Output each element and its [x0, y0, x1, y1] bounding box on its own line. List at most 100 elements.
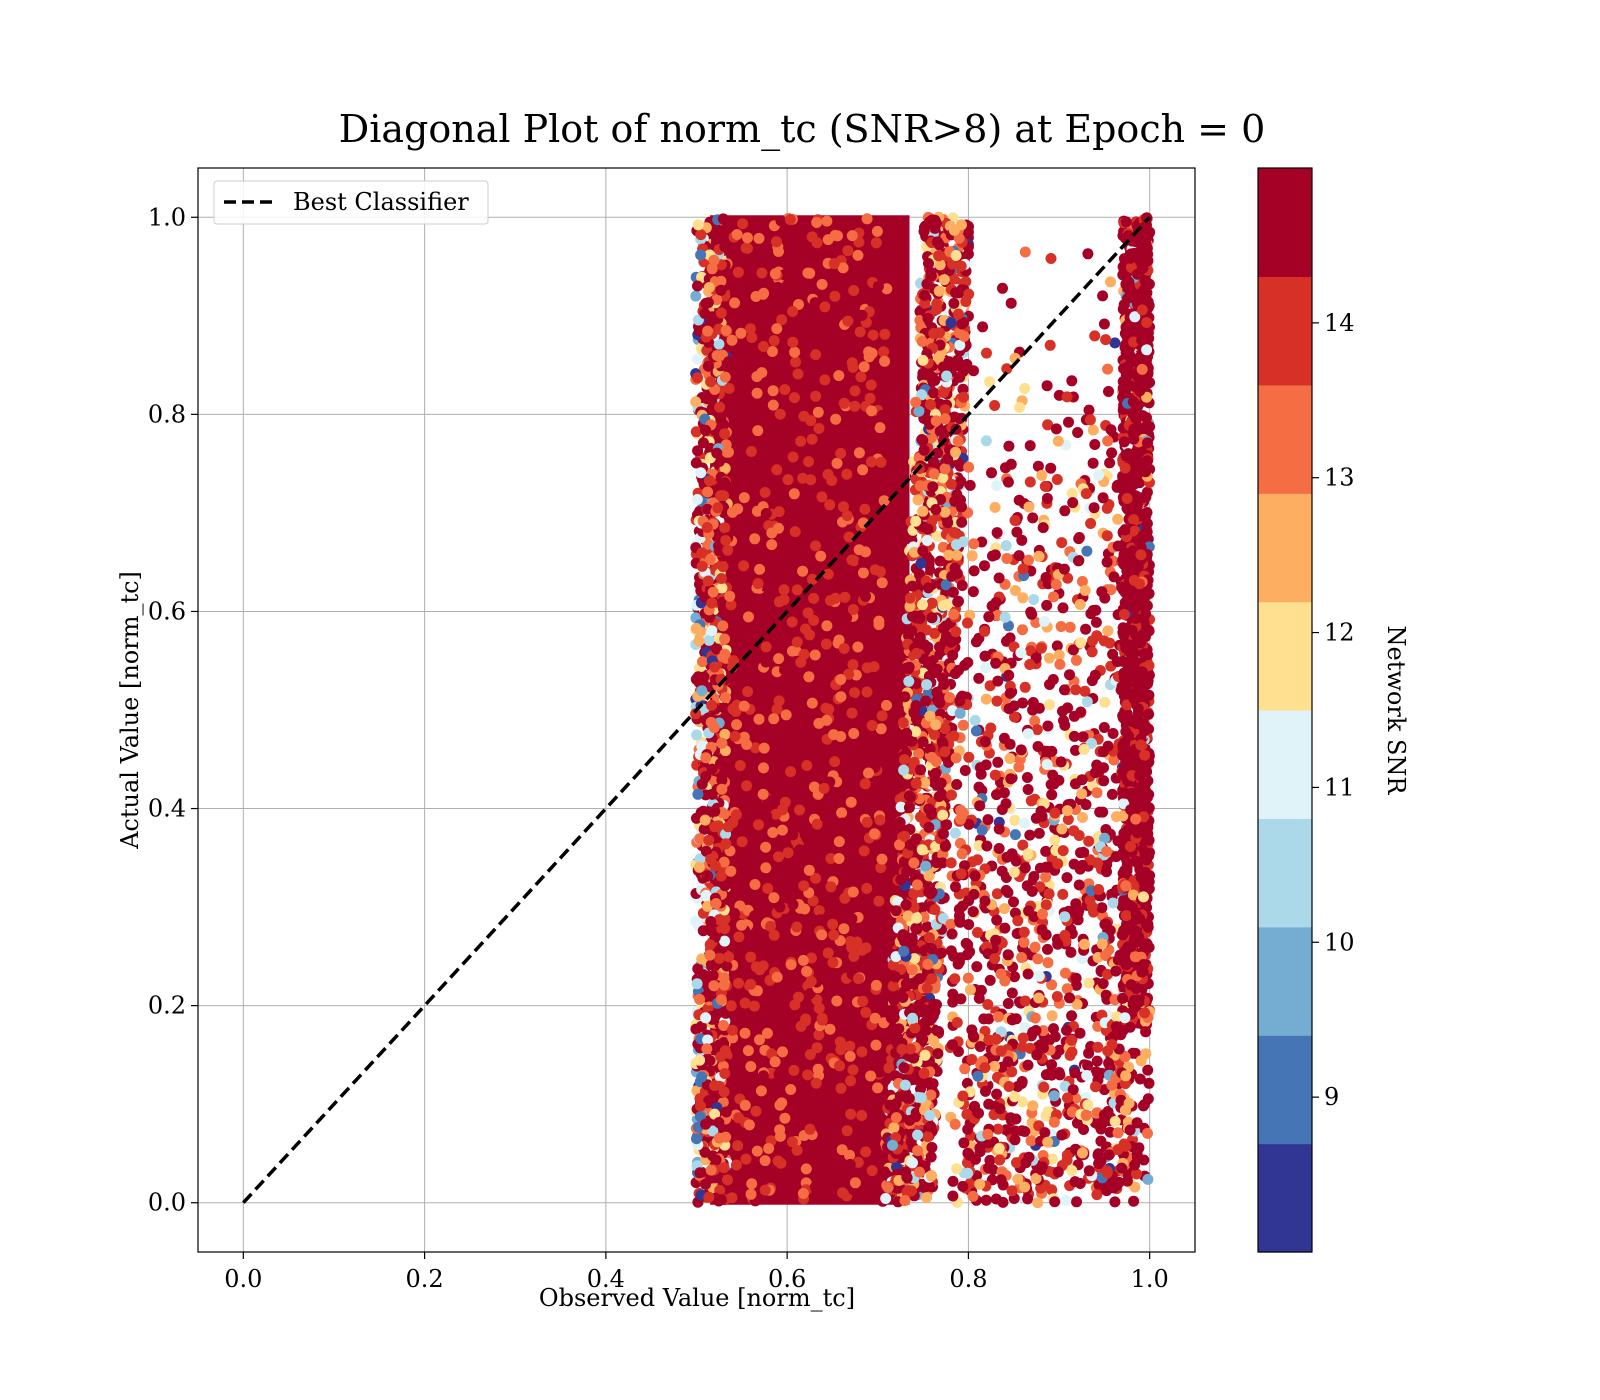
scatter-point	[1055, 756, 1067, 768]
scatter-point	[903, 802, 915, 814]
scatter-point	[901, 727, 913, 739]
scatter-point	[722, 821, 734, 833]
scatter-point	[849, 400, 861, 412]
scatter-point	[875, 723, 887, 735]
scatter-point	[945, 857, 957, 869]
scatter-point	[860, 590, 871, 602]
scatter-point	[899, 1195, 911, 1206]
scatter-point	[998, 732, 1010, 744]
scatter-point	[1035, 1164, 1047, 1176]
scatter-point	[914, 631, 926, 643]
scatter-point	[1061, 391, 1073, 403]
scatter-point	[1022, 968, 1034, 980]
scatter-point	[1099, 918, 1111, 930]
scatter-point	[712, 502, 724, 514]
scatter-point	[980, 1085, 991, 1097]
scatter-point	[720, 535, 732, 546]
scatter-point	[925, 1170, 937, 1182]
scatter-point	[692, 788, 704, 800]
scatter-point	[947, 649, 959, 661]
scatter-point	[914, 1166, 925, 1178]
scatter-point	[982, 1128, 994, 1140]
scatter-point	[775, 1157, 787, 1169]
scatter-point	[947, 996, 959, 1008]
scatter-point	[730, 809, 742, 821]
scatter-point	[701, 392, 713, 403]
scatter-point	[1018, 936, 1030, 948]
scatter-point	[732, 1140, 744, 1152]
scatter-point	[741, 739, 753, 750]
scatter-point	[803, 671, 815, 683]
scatter-point	[715, 870, 727, 882]
scatter-point	[712, 820, 724, 832]
scatter-point	[1107, 648, 1119, 660]
scatter-point	[952, 958, 964, 970]
scatter-point	[1028, 594, 1040, 605]
scatter-point	[716, 774, 728, 786]
scatter-point	[771, 236, 782, 248]
scatter-point	[809, 297, 821, 309]
scatter-point	[836, 616, 848, 627]
scatter-point	[719, 935, 731, 947]
scatter-point	[1100, 334, 1112, 346]
scatter-point	[1004, 753, 1016, 764]
scatter-point	[957, 719, 969, 731]
scatter-point	[946, 789, 957, 801]
scatter-point	[1080, 623, 1092, 635]
scatter-point	[1016, 1125, 1028, 1137]
scatter-point	[704, 553, 716, 565]
scatter-point	[1081, 1070, 1093, 1081]
scatter-point	[898, 945, 910, 957]
scatter-point	[695, 1100, 706, 1112]
scatter-point	[983, 611, 995, 623]
scatter-point	[962, 939, 974, 951]
scatter-point	[841, 468, 853, 480]
scatter-point	[1027, 1100, 1039, 1112]
scatter-point	[962, 1167, 974, 1179]
scatter-point	[773, 695, 785, 707]
scatter-point	[1010, 1013, 1022, 1025]
scatter-point	[1037, 908, 1048, 920]
scatter-point	[804, 988, 816, 999]
scatter-point	[1086, 901, 1098, 913]
scatter-point	[903, 1093, 915, 1104]
scatter-point	[701, 522, 713, 533]
scatter-point	[776, 314, 788, 326]
scatter-point	[1023, 1151, 1035, 1163]
scatter-point	[1082, 1099, 1094, 1111]
scatter-point	[1058, 563, 1070, 575]
scatter-point	[917, 736, 929, 748]
scatter-point	[736, 919, 748, 931]
scatter-point	[722, 1174, 733, 1186]
scatter-point	[898, 764, 910, 776]
scatter-point	[1044, 339, 1056, 351]
scatter-point	[779, 796, 791, 808]
scatter-point	[698, 671, 710, 683]
scatter-point	[1093, 1119, 1105, 1131]
scatter-point	[867, 469, 878, 481]
scatter-point	[974, 1041, 986, 1052]
scatter-point	[810, 540, 822, 552]
scatter-point	[838, 923, 850, 935]
scatter-point	[1105, 424, 1117, 436]
scatter-point	[845, 1108, 857, 1120]
scatter-point	[855, 371, 867, 383]
scatter-point	[934, 555, 946, 567]
scatter-point	[926, 612, 938, 624]
scatter-point	[919, 1016, 931, 1028]
scatter-point	[702, 325, 714, 337]
scatter-point	[711, 447, 723, 459]
scatter-point	[931, 298, 943, 310]
scatter-point	[1018, 817, 1030, 829]
scatter-point	[719, 633, 731, 645]
scatter-point	[918, 1067, 930, 1079]
scatter-point	[925, 1121, 937, 1132]
scatter-point	[838, 397, 850, 409]
scatter-point	[691, 729, 703, 741]
scatter-point	[819, 374, 831, 386]
scatter-point	[853, 973, 864, 985]
scatter-point	[749, 742, 761, 754]
scatter-point	[711, 294, 723, 306]
scatter-point	[718, 1162, 730, 1174]
scatter-point	[899, 1079, 911, 1091]
